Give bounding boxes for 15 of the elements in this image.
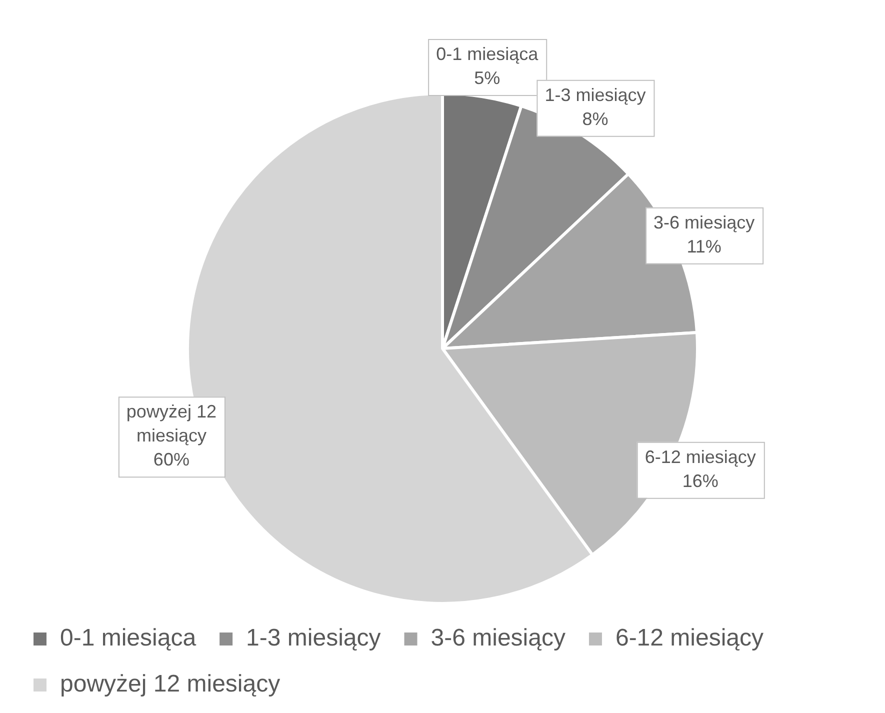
data-label: 60% (153, 450, 190, 470)
data-label: 11% (686, 236, 722, 256)
legend-label: 0-1 miesiąca (60, 624, 197, 652)
slice-label: powyżej 12 miesiący (126, 402, 216, 446)
data-label: 16% (682, 470, 718, 491)
slice-label: 0-1 miesiąca (436, 44, 540, 64)
slice-label: 6-12 miesiący (644, 446, 756, 467)
data-label: 5% (474, 68, 500, 88)
legend-label: 6-12 miesiący (615, 624, 764, 652)
legend-label: 1-3 miesiący (246, 624, 381, 652)
legend-label: powyżej 12 miesiący (60, 670, 280, 698)
data-label: 8% (582, 108, 608, 129)
legend-label: 3-6 miesiący (430, 624, 566, 652)
slice-label: 1-3 miesiący (544, 84, 646, 105)
slice-label: 3-6 miesiący (654, 212, 755, 232)
